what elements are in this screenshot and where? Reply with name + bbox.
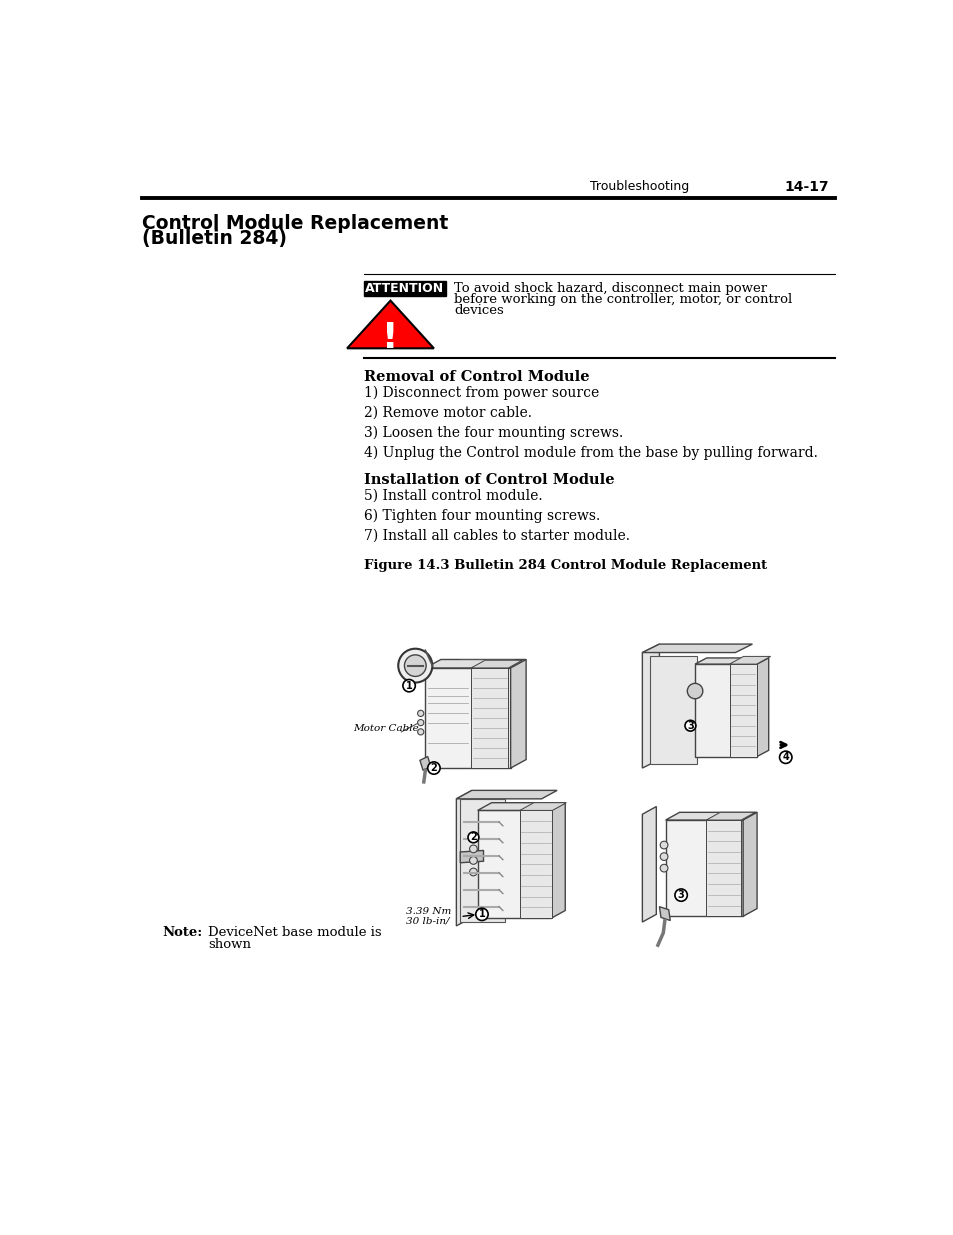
Polygon shape xyxy=(347,300,434,348)
Text: Motor Cable: Motor Cable xyxy=(353,724,418,734)
Text: Note:: Note: xyxy=(162,926,202,939)
Bar xyxy=(665,820,742,916)
Text: 3: 3 xyxy=(677,890,684,900)
Bar xyxy=(695,664,757,757)
Bar xyxy=(459,799,505,923)
Circle shape xyxy=(684,720,695,731)
Polygon shape xyxy=(425,659,525,668)
FancyBboxPatch shape xyxy=(364,280,445,296)
Circle shape xyxy=(469,845,476,852)
Text: !: ! xyxy=(382,321,398,354)
Polygon shape xyxy=(757,658,768,757)
Text: 2: 2 xyxy=(470,832,476,842)
Polygon shape xyxy=(519,803,566,810)
Text: 4) Unplug the Control module from the base by pulling forward.: 4) Unplug the Control module from the ba… xyxy=(364,446,817,459)
Polygon shape xyxy=(695,658,768,664)
Polygon shape xyxy=(456,790,472,926)
Circle shape xyxy=(674,889,686,902)
Polygon shape xyxy=(742,813,757,916)
Circle shape xyxy=(469,857,476,864)
Circle shape xyxy=(427,762,439,774)
Text: 2: 2 xyxy=(430,763,436,773)
Text: Control Module Replacement: Control Module Replacement xyxy=(142,214,448,232)
Text: DeviceNet base module is: DeviceNet base module is xyxy=(208,926,381,939)
Text: 7) Install all cables to starter module.: 7) Install all cables to starter module. xyxy=(364,529,630,542)
Polygon shape xyxy=(419,757,431,771)
Text: 2) Remove motor cable.: 2) Remove motor cable. xyxy=(364,405,532,420)
Text: Figure 14.3 Bulletin 284 Control Module Replacement: Figure 14.3 Bulletin 284 Control Module … xyxy=(364,559,766,572)
Text: Troubleshooting: Troubleshooting xyxy=(590,180,689,193)
Text: To avoid shock hazard, disconnect main power: To avoid shock hazard, disconnect main p… xyxy=(454,282,766,295)
Text: 30 lb-in/: 30 lb-in/ xyxy=(406,916,449,926)
Polygon shape xyxy=(510,659,525,768)
Polygon shape xyxy=(459,851,483,863)
Bar xyxy=(649,656,696,764)
Circle shape xyxy=(476,908,488,920)
Text: 3: 3 xyxy=(686,721,693,731)
Text: (Bulletin 284): (Bulletin 284) xyxy=(142,228,287,248)
Polygon shape xyxy=(641,645,659,768)
Bar xyxy=(705,820,740,916)
Polygon shape xyxy=(729,656,770,664)
Text: Removal of Control Module: Removal of Control Module xyxy=(364,370,589,384)
Polygon shape xyxy=(641,806,656,923)
Circle shape xyxy=(469,868,476,876)
Bar xyxy=(519,810,552,918)
Circle shape xyxy=(404,655,426,677)
Polygon shape xyxy=(551,803,565,918)
Polygon shape xyxy=(659,906,670,920)
Circle shape xyxy=(469,834,476,841)
Text: Installation of Control Module: Installation of Control Module xyxy=(364,473,614,487)
Text: shown: shown xyxy=(208,939,251,951)
Circle shape xyxy=(417,729,423,735)
Text: 1: 1 xyxy=(405,680,412,690)
Polygon shape xyxy=(456,790,557,799)
Polygon shape xyxy=(471,661,521,668)
Circle shape xyxy=(468,832,478,842)
Polygon shape xyxy=(477,803,565,810)
Bar xyxy=(425,668,510,768)
Circle shape xyxy=(659,841,667,848)
Circle shape xyxy=(659,852,667,861)
Text: 1: 1 xyxy=(478,909,485,919)
Circle shape xyxy=(397,648,432,683)
Text: 5) Install control module.: 5) Install control module. xyxy=(364,489,542,503)
Bar xyxy=(477,810,551,918)
Circle shape xyxy=(417,720,423,726)
Text: 3.39 Nm: 3.39 Nm xyxy=(406,908,451,916)
Circle shape xyxy=(417,710,423,716)
Circle shape xyxy=(659,864,667,872)
Text: 14-17: 14-17 xyxy=(783,180,828,194)
Bar xyxy=(729,664,756,757)
Polygon shape xyxy=(665,813,757,820)
Text: 3) Loosen the four mounting screws.: 3) Loosen the four mounting screws. xyxy=(364,425,622,440)
Circle shape xyxy=(686,683,702,699)
Text: devices: devices xyxy=(454,304,503,316)
Bar xyxy=(471,668,508,768)
Polygon shape xyxy=(641,645,752,652)
Text: ATTENTION: ATTENTION xyxy=(365,282,444,295)
Text: before working on the controller, motor, or control: before working on the controller, motor,… xyxy=(454,293,792,306)
Circle shape xyxy=(779,751,791,763)
Text: 6) Tighten four mounting screws.: 6) Tighten four mounting screws. xyxy=(364,509,599,522)
Text: 1) Disconnect from power source: 1) Disconnect from power source xyxy=(364,385,598,400)
Circle shape xyxy=(402,679,415,692)
Text: 4: 4 xyxy=(781,752,788,762)
Polygon shape xyxy=(705,813,755,820)
